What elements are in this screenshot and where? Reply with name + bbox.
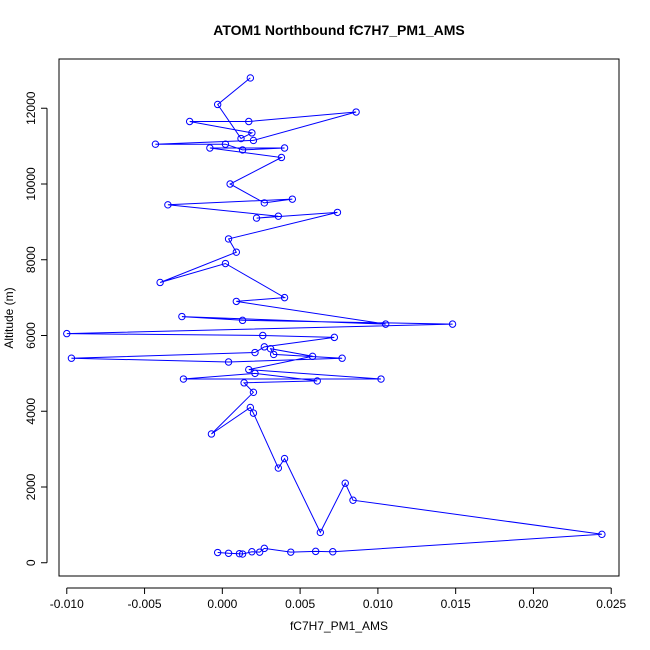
data-point xyxy=(274,212,283,220)
y-tick-label: 8000 xyxy=(24,246,38,273)
data-point xyxy=(221,140,230,148)
data-point xyxy=(151,140,160,148)
data-point xyxy=(245,365,253,374)
data-point xyxy=(251,369,259,378)
y-tick-label: 0 xyxy=(24,559,38,566)
x-axis-label: fC7H7_PM1_AMS xyxy=(290,619,388,633)
data-point xyxy=(224,549,233,557)
x-tick-label: 0.005 xyxy=(285,597,315,611)
x-axis: -0.010 -0.005 0.000 0.005 0.010 0.015 0.020 0.0… xyxy=(50,587,627,611)
y-tick-label: 10000 xyxy=(24,167,38,201)
y-tick-label: 6000 xyxy=(24,322,38,349)
data-point xyxy=(185,117,194,126)
data-point xyxy=(246,403,255,412)
data-point xyxy=(280,293,289,302)
data-point xyxy=(377,375,385,383)
chart-title: ATOM1 Northbound fC7H7_PM1_AMS xyxy=(213,22,465,38)
y-tick-label: 2000 xyxy=(24,473,38,500)
data-point xyxy=(274,464,283,472)
data-point xyxy=(238,550,247,558)
data-point xyxy=(255,548,264,556)
data-point xyxy=(224,235,233,243)
y-axis-label: Altitude (m) xyxy=(2,287,16,348)
data-point xyxy=(246,74,255,82)
data-point xyxy=(221,259,230,268)
data-point xyxy=(238,316,247,325)
data-point xyxy=(240,379,248,387)
x-tick-label: 0.020 xyxy=(518,597,548,611)
data-point xyxy=(598,530,606,539)
data-point xyxy=(329,548,337,556)
data-point xyxy=(248,548,256,556)
data-point xyxy=(252,214,261,222)
data-point xyxy=(235,549,244,558)
data-point xyxy=(178,312,186,321)
data-point xyxy=(260,544,269,553)
data-point xyxy=(333,208,342,217)
data-point xyxy=(349,496,357,504)
data-point xyxy=(259,331,267,340)
data-point xyxy=(238,146,247,154)
data-point xyxy=(249,409,258,417)
data-point xyxy=(213,548,222,557)
data-point xyxy=(352,108,360,116)
x-tick-label: 0.015 xyxy=(441,597,471,611)
data-point xyxy=(232,297,241,306)
data-point xyxy=(224,358,233,366)
data-point xyxy=(248,129,256,137)
data-point xyxy=(213,100,222,109)
data-point xyxy=(260,343,269,351)
data-point xyxy=(260,199,269,207)
data-point xyxy=(179,375,188,383)
data-point xyxy=(251,348,259,357)
series-line xyxy=(66,77,602,555)
data-point xyxy=(206,144,214,152)
data-point xyxy=(341,479,349,487)
y-axis: 0 2000 4000 6000 8000 10000 12000 xyxy=(24,91,48,566)
data-point xyxy=(448,320,457,328)
data-point xyxy=(237,134,245,143)
x-tick-label: -0.010 xyxy=(50,597,84,611)
data-point xyxy=(277,153,286,162)
data-layer xyxy=(63,74,606,558)
x-tick-label: 0.010 xyxy=(363,597,393,611)
data-point xyxy=(280,144,289,152)
data-point xyxy=(67,354,76,362)
data-point xyxy=(311,547,320,556)
data-point xyxy=(330,333,339,342)
data-point xyxy=(308,352,317,361)
y-tick-label: 12000 xyxy=(24,91,38,125)
data-point xyxy=(63,329,71,338)
data-point xyxy=(287,548,295,556)
data-point xyxy=(381,320,390,328)
data-point xyxy=(249,136,258,145)
data-point xyxy=(164,201,172,209)
data-point xyxy=(245,117,253,126)
data-point xyxy=(156,278,164,287)
data-point xyxy=(316,528,325,537)
data-point xyxy=(249,388,258,397)
x-tick-label: -0.005 xyxy=(128,597,162,611)
data-point xyxy=(269,350,278,359)
x-tick-label: 0.025 xyxy=(596,597,626,611)
data-point xyxy=(232,248,241,256)
plot-frame xyxy=(58,58,620,577)
data-point xyxy=(288,195,297,203)
data-point xyxy=(226,180,234,188)
data-point xyxy=(280,454,289,463)
x-tick-label: 0.000 xyxy=(207,597,237,611)
data-point xyxy=(338,354,346,362)
y-tick-label: 4000 xyxy=(24,398,38,425)
data-point xyxy=(313,377,321,385)
data-point xyxy=(207,430,216,438)
